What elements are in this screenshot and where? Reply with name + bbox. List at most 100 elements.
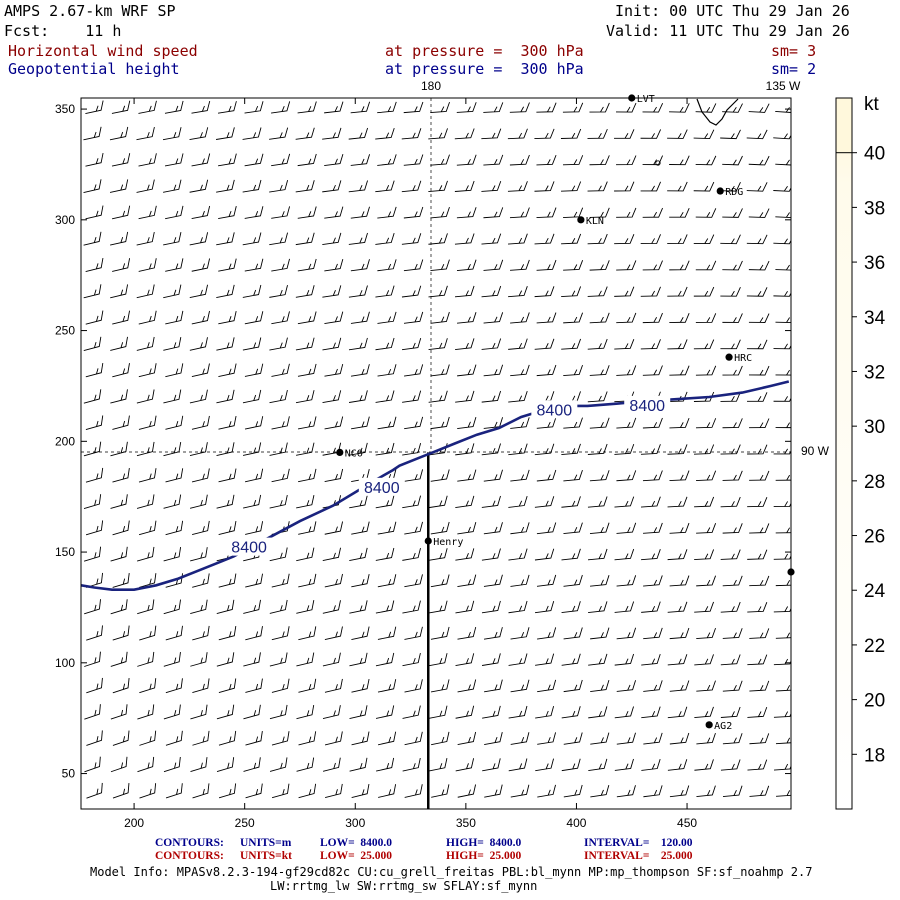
- wind-barb: [428, 180, 448, 193]
- wind-barb: [269, 599, 288, 614]
- wind-barb: [298, 468, 317, 483]
- wind-barb: [696, 470, 717, 481]
- wind-barb: [483, 364, 504, 377]
- wind-barb: [403, 154, 424, 166]
- valid-time: Valid: 11 UTC Thu 29 Jan 26: [606, 22, 850, 40]
- wind-barb: [138, 520, 157, 536]
- wind-barb: [616, 522, 637, 534]
- wind-barb: [190, 547, 208, 562]
- wind-barb: [191, 310, 210, 325]
- wind-barb: [510, 522, 530, 535]
- colorbar-scale: [835, 97, 853, 810]
- wind-barb: [748, 208, 770, 218]
- wind-barb: [297, 363, 317, 377]
- wind-barb: [271, 731, 290, 746]
- wind-barb: [588, 706, 608, 719]
- wind-barb: [324, 258, 344, 272]
- wind-barb: [430, 521, 450, 535]
- wind-barb: [216, 599, 235, 614]
- wind-barb: [164, 100, 184, 114]
- wind-barb: [534, 233, 555, 245]
- wind-barb: [563, 784, 583, 798]
- wind-barb: [191, 363, 210, 378]
- wind-barb: [191, 205, 211, 220]
- wind-barb: [589, 102, 610, 113]
- wind-barb: [295, 127, 315, 140]
- wind-barb: [720, 759, 741, 771]
- wind-barb: [773, 234, 791, 245]
- wind-barb: [242, 127, 262, 140]
- wind-barb: [110, 546, 128, 562]
- wind-barb: [641, 601, 661, 613]
- wind-barb: [375, 495, 395, 509]
- wind-barb: [614, 338, 635, 350]
- wind-barb: [590, 575, 610, 587]
- wind-barb: [507, 233, 528, 245]
- wind-barb: [428, 233, 448, 245]
- wind-barb: [403, 311, 424, 324]
- wind-barb: [590, 732, 610, 745]
- wind-barb: [614, 758, 634, 771]
- wind-barb: [351, 521, 370, 535]
- wind-barb: [483, 469, 503, 482]
- wind-barb: [189, 232, 209, 246]
- wind-barb: [534, 548, 555, 561]
- wind-barb: [722, 260, 743, 271]
- wind-barb: [775, 575, 791, 587]
- wind-barb: [404, 784, 423, 798]
- wind-barb: [322, 547, 341, 562]
- wind-barb: [457, 312, 477, 324]
- wind-barb: [163, 494, 182, 509]
- wind-barb: [218, 783, 237, 799]
- wind-barb: [696, 523, 717, 534]
- wind-barb: [589, 312, 610, 324]
- wind-barb: [271, 416, 290, 430]
- wind-barb: [536, 364, 557, 377]
- wind-barb: [85, 100, 104, 114]
- wind-barb: [534, 128, 555, 140]
- wind-barb: [351, 678, 370, 693]
- wind-barb: [481, 495, 501, 508]
- wind-barb: [402, 757, 421, 772]
- wind-barb: [537, 627, 557, 640]
- contour-label: 8400: [364, 480, 400, 497]
- wind-barb: [404, 731, 423, 746]
- wind-barb: [190, 599, 208, 615]
- wind-barb: [484, 784, 503, 798]
- wind-barb: [322, 600, 341, 614]
- wind-barb: [536, 417, 557, 429]
- wind-barb: [562, 102, 584, 113]
- wind-barb: [536, 259, 557, 271]
- wind-barb: [191, 153, 211, 167]
- wind-barb: [192, 730, 210, 746]
- wind-barb: [720, 706, 741, 718]
- wind-barb: [614, 496, 635, 508]
- wind-barb: [110, 389, 128, 404]
- wind-barb: [430, 364, 450, 377]
- colorbar-tick-label: 22: [864, 636, 885, 657]
- wind-barb: [720, 654, 741, 666]
- wind-barb: [748, 365, 770, 376]
- wind-barb: [643, 732, 663, 745]
- wind-barb: [616, 470, 637, 482]
- station-label: Henry: [433, 537, 463, 548]
- wind-barb: [641, 758, 661, 771]
- wind-barb: [83, 546, 102, 562]
- contour-interval-1: INTERVAL= 120.00: [584, 837, 693, 849]
- wind-barb: [297, 416, 317, 430]
- wind-barb: [322, 337, 342, 351]
- wind-barb: [85, 257, 104, 272]
- wind-barb: [430, 416, 450, 430]
- colorbar: kt 18 20 22 24 26 28 30 32 34 36 38 40: [835, 94, 886, 810]
- contour-label-bg: [531, 400, 578, 419]
- wind-barb: [136, 284, 155, 299]
- wind-barb: [401, 338, 422, 351]
- wind-barb: [244, 153, 264, 167]
- wind-barb: [112, 415, 130, 430]
- wind-barb: [563, 417, 583, 429]
- wind-barb: [534, 601, 555, 614]
- wind-barb: [298, 521, 317, 535]
- wind-barb: [350, 154, 371, 166]
- wind-barb: [189, 442, 208, 457]
- wind-barb: [642, 207, 663, 218]
